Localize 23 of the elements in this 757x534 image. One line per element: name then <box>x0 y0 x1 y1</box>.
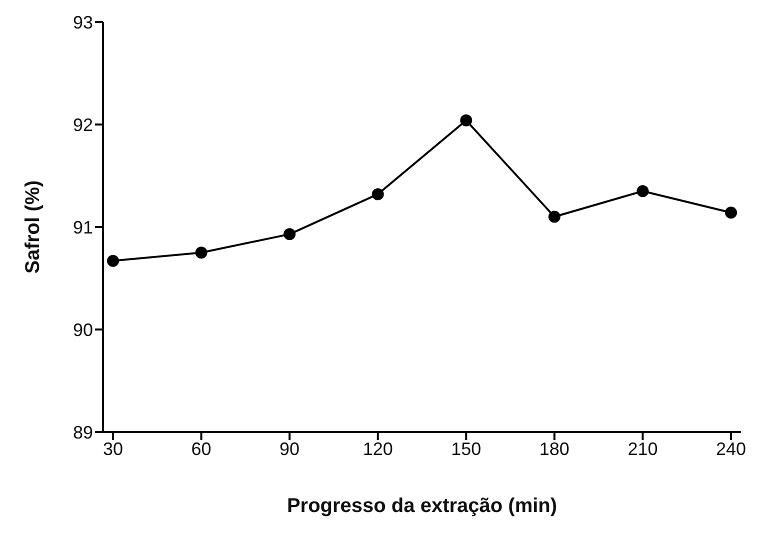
x-tick-label: 210 <box>628 438 658 459</box>
y-tick-label: 92 <box>72 114 93 135</box>
y-axis-title: Safrol (%) <box>22 180 44 274</box>
point <box>195 246 208 259</box>
point <box>460 114 472 126</box>
y-tick-label: 93 <box>72 12 93 32</box>
x-tick-label: 30 <box>102 438 124 459</box>
point <box>372 188 384 200</box>
x-tick-label: 60 <box>191 438 212 459</box>
x-tick-label: 90 <box>280 438 300 459</box>
y-tick-label: 89 <box>72 422 93 442</box>
point <box>284 228 296 240</box>
point <box>636 185 649 198</box>
x-tick-label: 150 <box>451 438 482 459</box>
x-tick-label: 240 <box>716 438 746 459</box>
point <box>725 206 737 219</box>
point <box>548 210 560 223</box>
x-tick-label: 120 <box>362 438 393 459</box>
point <box>107 254 119 267</box>
y-tick-label: 91 <box>72 217 93 238</box>
x-axis-title: Progresso da extração (min) <box>286 495 558 517</box>
y-tick-label: 90 <box>72 320 93 340</box>
x-tick-label: 180 <box>539 438 570 459</box>
